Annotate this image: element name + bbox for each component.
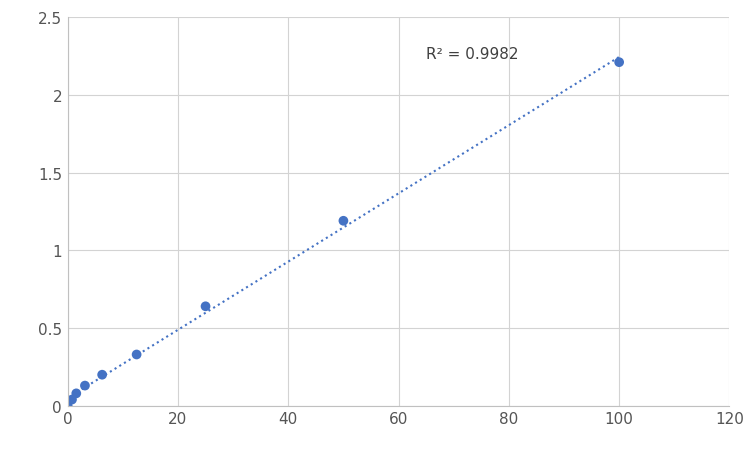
Point (79, 382, 91, 389)
Text: R² = 0.9982: R² = 0.9982 (426, 46, 519, 61)
Point (199, 303, 211, 310)
Point (96, 371, 108, 378)
Point (338, 218, 350, 225)
Point (62, 402, 74, 410)
Point (70, 390, 82, 397)
Point (66, 396, 78, 403)
Point (131, 351, 143, 358)
Point (613, 60, 625, 67)
